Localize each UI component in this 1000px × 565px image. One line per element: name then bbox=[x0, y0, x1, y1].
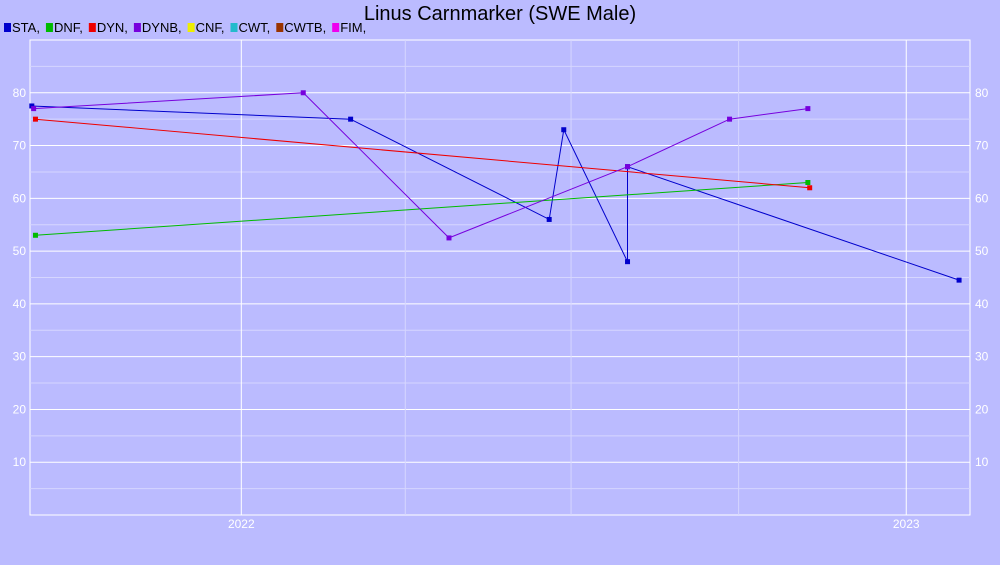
y-tick-label-left: 10 bbox=[13, 455, 27, 469]
y-tick-label-right: 10 bbox=[975, 455, 989, 469]
y-tick-label-right: 20 bbox=[975, 402, 989, 416]
legend-label: CWTB, bbox=[284, 20, 326, 35]
data-point-dynb bbox=[31, 106, 37, 112]
y-tick-label-right: 50 bbox=[975, 244, 989, 258]
legend-item-dnf: DNF, bbox=[45, 20, 83, 35]
legend-item-cwt: CWT, bbox=[230, 20, 271, 35]
x-tick-label: 2022 bbox=[228, 517, 255, 531]
y-tick-label-right: 30 bbox=[975, 350, 989, 364]
data-point-sta bbox=[625, 259, 631, 265]
data-point-dynb bbox=[300, 90, 306, 96]
data-point-sta bbox=[561, 127, 567, 133]
y-tick-label-right: 60 bbox=[975, 191, 989, 205]
legend: STA, DNF, DYN, DYNB, CNF, CWT, CWTB, FIM, bbox=[4, 20, 366, 35]
legend-label: DNF, bbox=[54, 20, 83, 35]
data-point-dyn bbox=[807, 185, 813, 191]
data-point-sta bbox=[348, 116, 354, 122]
legend-label: DYN, bbox=[97, 20, 128, 35]
series-layer bbox=[29, 90, 962, 283]
y-tick-label-left: 70 bbox=[13, 139, 27, 153]
legend-swatch bbox=[187, 23, 195, 32]
tick-layer: 10 10 20 20 30 30 40 40 50 50 60 60 70 70 80 80 2022 2023 bbox=[13, 86, 989, 531]
series-line-dnf bbox=[35, 182, 808, 236]
series-line-dyn bbox=[35, 118, 810, 189]
legend-swatch bbox=[45, 23, 53, 32]
data-point-dynb bbox=[446, 235, 452, 241]
series-dyn bbox=[32, 116, 813, 191]
y-tick-label-left: 30 bbox=[13, 350, 27, 364]
chart-title: Linus Carnmarker (SWE Male) bbox=[364, 3, 636, 25]
data-point-dynb bbox=[727, 116, 733, 122]
data-point-sta bbox=[546, 216, 552, 222]
legend-item-dynb: DYNB, bbox=[133, 20, 182, 35]
y-tick-label-left: 20 bbox=[13, 402, 27, 416]
legend-swatch bbox=[276, 23, 284, 32]
x-tick-label: 2023 bbox=[893, 517, 920, 531]
legend-swatch bbox=[133, 23, 141, 32]
y-tick-label-right: 40 bbox=[975, 297, 989, 311]
y-tick-label-left: 80 bbox=[13, 86, 27, 100]
y-tick-label-left: 40 bbox=[13, 297, 27, 311]
legend-item-dyn: DYN, bbox=[88, 20, 128, 35]
legend-swatch bbox=[88, 23, 96, 32]
legend-label: CNF, bbox=[196, 20, 225, 35]
data-point-sta bbox=[956, 277, 962, 283]
y-tick-label-right: 70 bbox=[975, 139, 989, 153]
legend-item-cwtb: CWTB, bbox=[276, 20, 326, 35]
legend-label: CWT, bbox=[239, 20, 271, 35]
series-dnf bbox=[32, 180, 811, 238]
grid-layer bbox=[30, 40, 970, 515]
data-point-sta bbox=[29, 103, 35, 109]
legend-item-cnf: CNF, bbox=[187, 20, 225, 35]
data-point-dnf bbox=[32, 232, 38, 238]
legend-item-sta: STA, bbox=[4, 20, 40, 35]
legend-item-fim: FIM, bbox=[332, 20, 366, 35]
y-tick-label-left: 60 bbox=[13, 191, 27, 205]
y-tick-label-left: 50 bbox=[13, 244, 27, 258]
data-point-dynb bbox=[805, 106, 811, 112]
series-line-dynb bbox=[33, 92, 808, 239]
data-point-dyn bbox=[32, 116, 38, 122]
legend-swatch bbox=[230, 23, 238, 32]
legend-label: FIM, bbox=[340, 20, 366, 35]
data-point-dnf bbox=[805, 180, 811, 185]
legend-swatch bbox=[332, 23, 340, 32]
legend-label: STA, bbox=[12, 20, 40, 35]
legend-label: DYNB, bbox=[142, 20, 182, 35]
legend-swatch bbox=[4, 23, 11, 32]
data-point-dynb bbox=[625, 164, 631, 170]
series-dynb bbox=[31, 90, 811, 241]
y-tick-label-right: 80 bbox=[975, 86, 989, 100]
